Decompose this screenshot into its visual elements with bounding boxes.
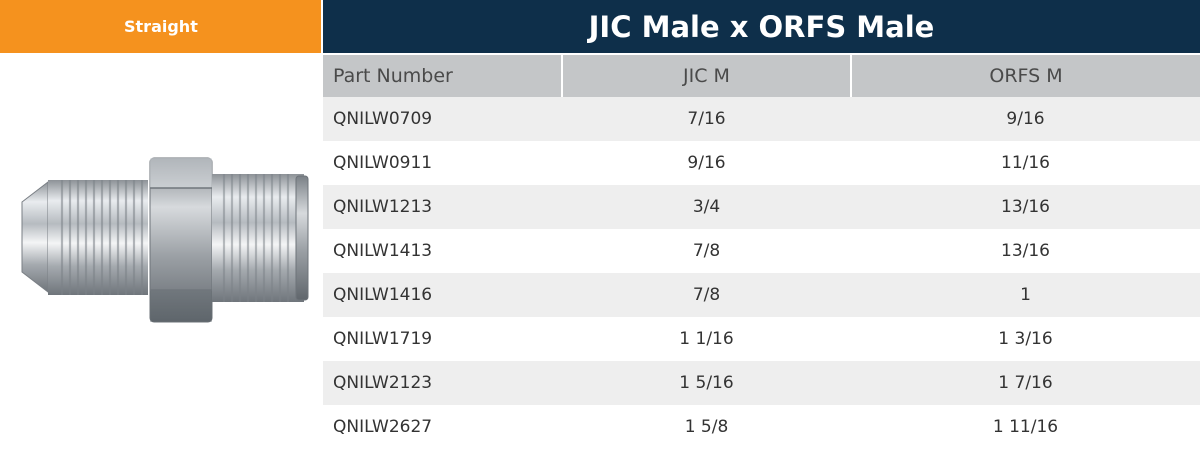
category-tag: Straight bbox=[0, 0, 321, 53]
fitting-spec-table: Part Number JIC M ORFS M QNILW0709 7/16 … bbox=[323, 55, 1200, 449]
orfs-size-cell: 13/16 bbox=[851, 185, 1200, 229]
table-row: QNILW1719 1 1/16 1 3/16 bbox=[323, 317, 1200, 361]
jic-size-cell: 1 1/16 bbox=[562, 317, 851, 361]
jic-size-cell: 7/8 bbox=[562, 229, 851, 273]
table-row: QNILW1416 7/8 1 bbox=[323, 273, 1200, 317]
jic-size-cell: 1 5/16 bbox=[562, 361, 851, 405]
category-label: Straight bbox=[124, 17, 198, 36]
table-row: QNILW1413 7/8 13/16 bbox=[323, 229, 1200, 273]
column-header-part-number: Part Number bbox=[323, 55, 563, 97]
orfs-size-cell: 9/16 bbox=[851, 97, 1200, 141]
part-number-cell: QNILW1416 bbox=[323, 273, 562, 317]
jic-size-cell: 3/4 bbox=[562, 185, 851, 229]
table-row: QNILW0709 7/16 9/16 bbox=[323, 97, 1200, 141]
column-header-orfs-m: ORFS M bbox=[851, 55, 1200, 97]
jic-size-cell: 7/8 bbox=[562, 273, 851, 317]
table-row: QNILW1213 3/4 13/16 bbox=[323, 185, 1200, 229]
table-row: QNILW0911 9/16 11/16 bbox=[323, 141, 1200, 185]
column-header-jic-m: JIC M bbox=[562, 55, 852, 97]
orfs-size-cell: 1 7/16 bbox=[851, 361, 1200, 405]
orfs-size-cell: 13/16 bbox=[851, 229, 1200, 273]
table-title: JIC Male x ORFS Male bbox=[588, 9, 935, 44]
orfs-size-cell: 1 3/16 bbox=[851, 317, 1200, 361]
part-number-cell: QNILW1719 bbox=[323, 317, 562, 361]
straight-fitting-image bbox=[21, 157, 309, 323]
table-title-bar: JIC Male x ORFS Male bbox=[323, 0, 1200, 53]
fitting-photo bbox=[0, 53, 321, 447]
part-number-cell: QNILW0709 bbox=[323, 97, 562, 141]
table-header-row: Part Number JIC M ORFS M bbox=[323, 55, 1200, 97]
orfs-size-cell: 1 11/16 bbox=[851, 405, 1200, 449]
part-number-cell: QNILW0911 bbox=[323, 141, 562, 185]
orfs-size-cell: 11/16 bbox=[851, 141, 1200, 185]
orfs-size-cell: 1 bbox=[851, 273, 1200, 317]
part-number-cell: QNILW2627 bbox=[323, 405, 562, 449]
part-number-cell: QNILW1413 bbox=[323, 229, 562, 273]
table-row: QNILW2123 1 5/16 1 7/16 bbox=[323, 361, 1200, 405]
jic-size-cell: 7/16 bbox=[562, 97, 851, 141]
jic-size-cell: 1 5/8 bbox=[562, 405, 851, 449]
part-number-cell: QNILW1213 bbox=[323, 185, 562, 229]
jic-size-cell: 9/16 bbox=[562, 141, 851, 185]
table-row: QNILW2627 1 5/8 1 11/16 bbox=[323, 405, 1200, 449]
part-number-cell: QNILW2123 bbox=[323, 361, 562, 405]
